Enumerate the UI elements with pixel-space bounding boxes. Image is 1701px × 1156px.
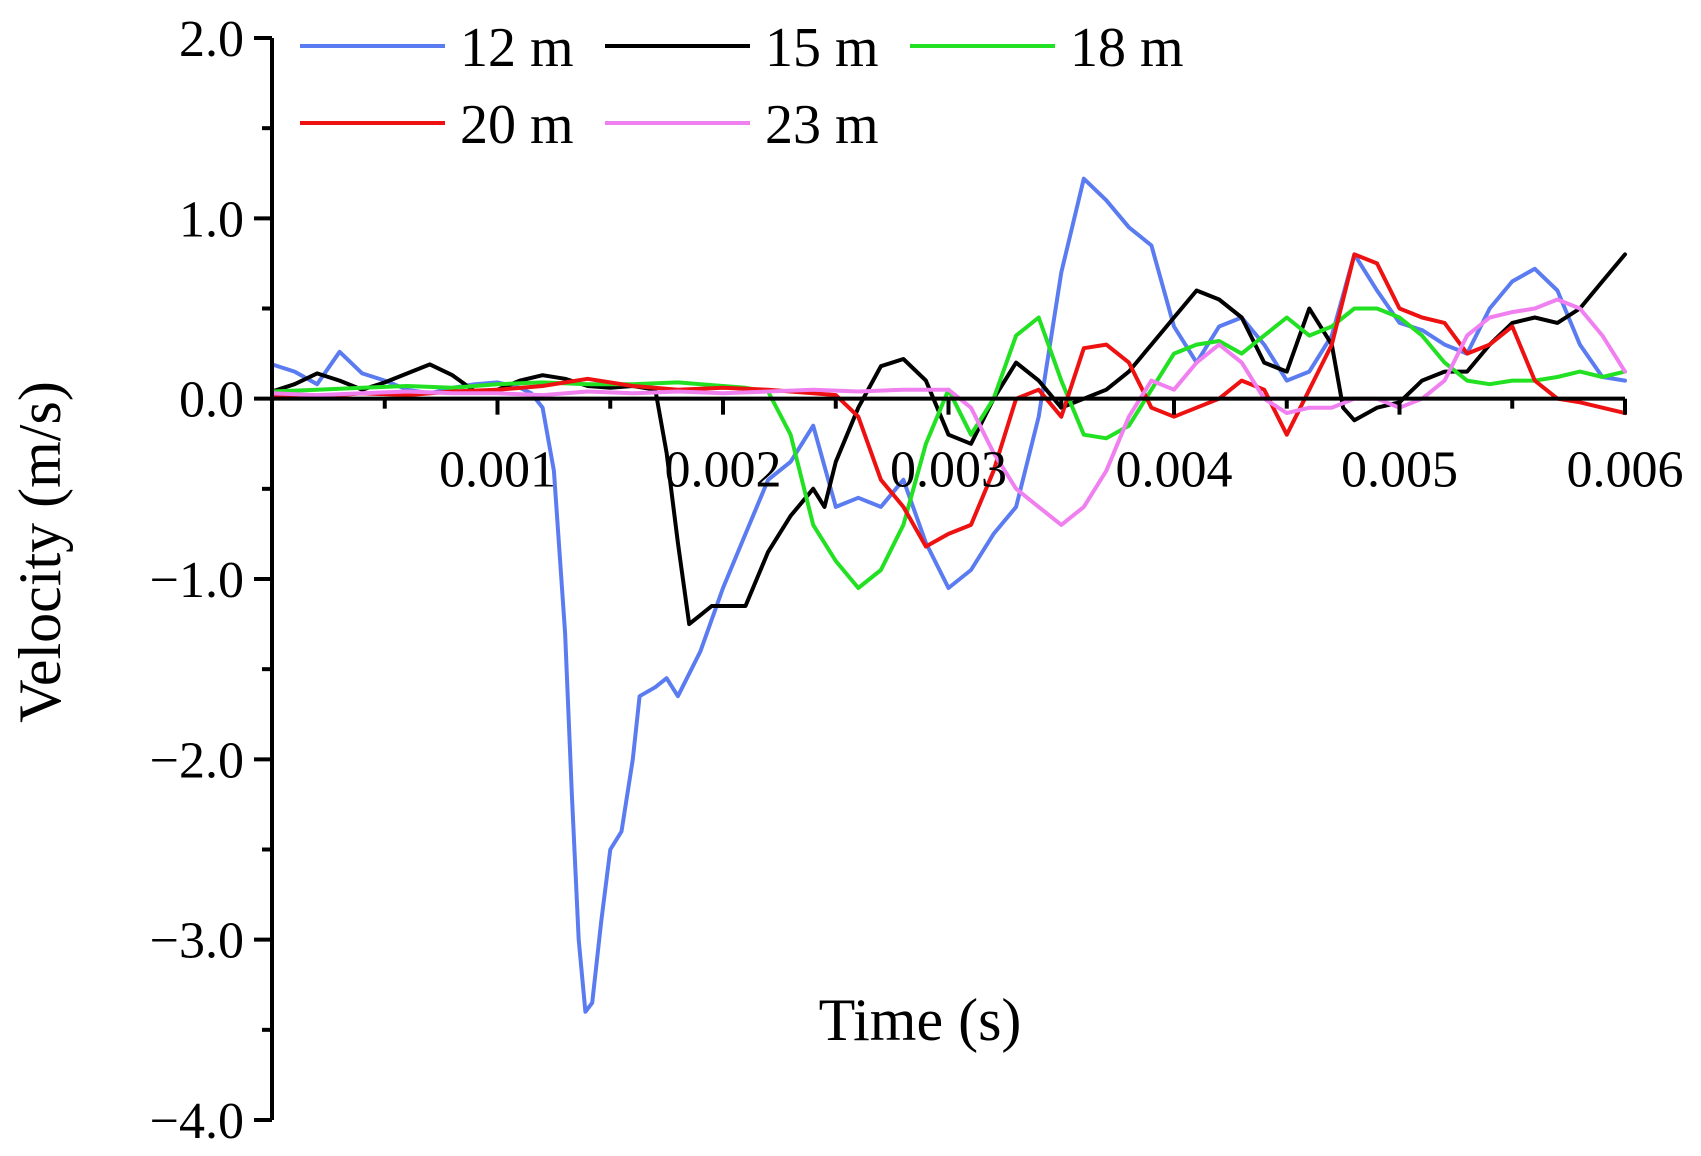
y-tick-label: −2.0 <box>150 732 244 789</box>
legend-label-4: 20 m <box>460 94 574 156</box>
plot-lines <box>270 176 1627 1014</box>
legend: 12 m 15 m 18 m 20 m 23 m <box>300 17 1184 156</box>
series-line-2 <box>270 252 1627 627</box>
x-axis-title: Time (s) <box>819 987 1022 1053</box>
legend-label-3: 18 m <box>1070 17 1184 79</box>
x-tick-label: 0.002 <box>665 442 782 499</box>
y-tick-label: −4.0 <box>150 1093 244 1150</box>
y-tick-label: 2.0 <box>179 11 244 68</box>
series-line-4 <box>270 252 1627 549</box>
x-tick-label: 0.005 <box>1341 442 1458 499</box>
y-tick-label: 0.0 <box>179 372 244 429</box>
series-line-5 <box>270 297 1627 527</box>
x-tick-label: 0.003 <box>890 442 1007 499</box>
y-axis-title: Velocity (m/s) <box>7 381 73 723</box>
y-tick-label: −3.0 <box>150 913 244 970</box>
x-tick-label: 0.006 <box>1567 442 1684 499</box>
legend-label-5: 23 m <box>765 94 879 156</box>
series-line-3 <box>270 306 1627 590</box>
y-tick-label: 1.0 <box>179 191 244 248</box>
legend-label-2: 15 m <box>765 17 879 79</box>
x-tick-label: 0.001 <box>439 442 556 499</box>
x-tick-label: 0.004 <box>1116 442 1233 499</box>
y-tick-label: −1.0 <box>150 552 244 609</box>
axes: 2.0 1.0 0.0 −1.0 −2.0 −3.0 −4.0 0.001 0.002 0.003… <box>150 11 1684 1150</box>
series-line-1 <box>270 176 1627 1014</box>
legend-label-1: 12 m <box>460 17 574 79</box>
